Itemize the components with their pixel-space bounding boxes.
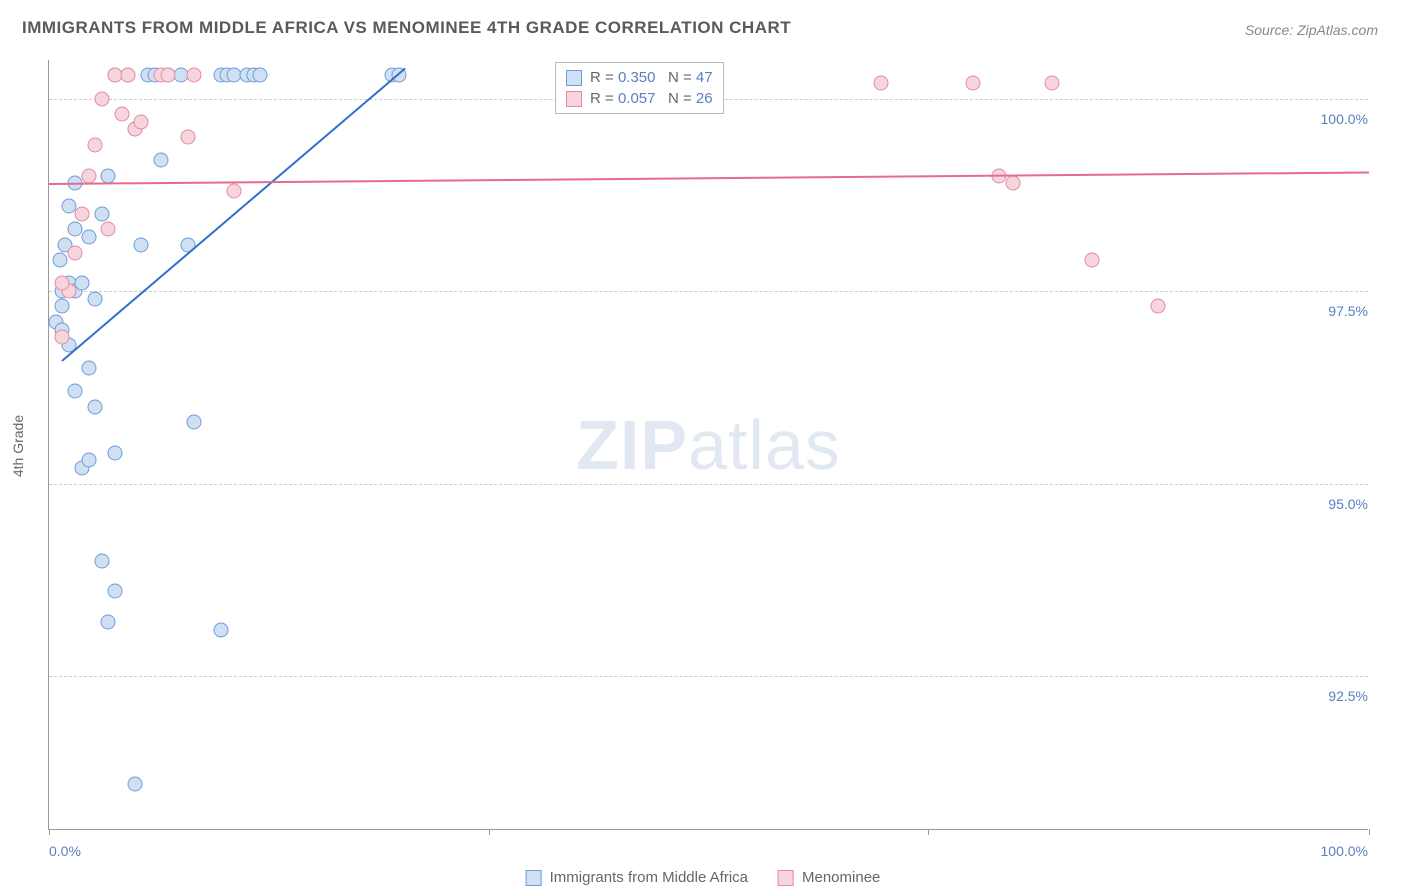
scatter-point: [108, 445, 123, 460]
scatter-point: [81, 453, 96, 468]
legend-swatch: [778, 870, 794, 886]
legend-swatch: [566, 70, 582, 86]
plot-area: ZIPatlas 92.5%95.0%97.5%100.0%0.0%100.0%: [48, 60, 1368, 830]
scatter-point: [180, 130, 195, 145]
legend-stats-row: R = 0.057 N = 26: [566, 88, 713, 109]
scatter-point: [68, 222, 83, 237]
scatter-point: [121, 68, 136, 83]
scatter-point: [108, 584, 123, 599]
scatter-point: [1150, 299, 1165, 314]
y-tick-label: 95.0%: [1326, 496, 1370, 512]
scatter-point: [1084, 253, 1099, 268]
x-axis-max-label: 100.0%: [1321, 843, 1368, 859]
scatter-point: [160, 68, 175, 83]
scatter-point: [88, 137, 103, 152]
chart-title: IMMIGRANTS FROM MIDDLE AFRICA VS MENOMIN…: [22, 18, 791, 38]
scatter-point: [213, 622, 228, 637]
scatter-point: [966, 76, 981, 91]
legend-item: Menominee: [778, 869, 880, 886]
scatter-point: [94, 91, 109, 106]
scatter-point: [253, 68, 268, 83]
y-axis-label: 4th Grade: [10, 415, 26, 477]
scatter-point: [134, 237, 149, 252]
legend-stats-row: R = 0.350 N = 47: [566, 67, 713, 88]
legend-bottom: Immigrants from Middle Africa Menominee: [526, 869, 881, 886]
watermark-bold: ZIP: [576, 406, 688, 484]
scatter-point: [75, 207, 90, 222]
scatter-point: [88, 399, 103, 414]
scatter-point: [94, 553, 109, 568]
scatter-point: [55, 299, 70, 314]
scatter-point: [134, 114, 149, 129]
scatter-point: [187, 414, 202, 429]
scatter-point: [55, 276, 70, 291]
legend-swatch: [566, 91, 582, 107]
legend-item: Immigrants from Middle Africa: [526, 869, 748, 886]
legend-stats: R = 0.350 N = 47 R = 0.057 N = 26: [555, 62, 724, 114]
x-tick: [49, 829, 50, 835]
legend-stats-text: R = 0.350 N = 47: [590, 69, 713, 86]
scatter-point: [81, 168, 96, 183]
scatter-point: [88, 291, 103, 306]
scatter-point: [52, 253, 67, 268]
y-tick-label: 97.5%: [1326, 303, 1370, 319]
y-tick-label: 100.0%: [1319, 111, 1370, 127]
scatter-point: [873, 76, 888, 91]
scatter-point: [1045, 76, 1060, 91]
scatter-point: [68, 245, 83, 260]
scatter-point: [68, 384, 83, 399]
scatter-point: [81, 230, 96, 245]
gridline-h: [49, 484, 1368, 485]
gridline-h: [49, 291, 1368, 292]
scatter-point: [127, 776, 142, 791]
x-tick: [489, 829, 490, 835]
legend-swatch: [526, 870, 542, 886]
watermark: ZIPatlas: [576, 405, 841, 485]
scatter-point: [101, 168, 116, 183]
legend-label: Immigrants from Middle Africa: [550, 869, 748, 886]
scatter-point: [75, 276, 90, 291]
scatter-point: [101, 615, 116, 630]
x-tick: [928, 829, 929, 835]
y-tick-label: 92.5%: [1326, 688, 1370, 704]
x-tick: [1369, 829, 1370, 835]
regression-line: [49, 172, 1369, 186]
x-axis-min-label: 0.0%: [49, 843, 81, 859]
gridline-h: [49, 676, 1368, 677]
scatter-point: [101, 222, 116, 237]
scatter-point: [187, 68, 202, 83]
source-label: Source: ZipAtlas.com: [1245, 22, 1378, 38]
scatter-point: [154, 153, 169, 168]
legend-label: Menominee: [802, 869, 880, 886]
scatter-point: [114, 106, 129, 121]
scatter-point: [94, 207, 109, 222]
scatter-point: [226, 183, 241, 198]
scatter-point: [81, 361, 96, 376]
scatter-point: [1005, 176, 1020, 191]
scatter-point: [55, 330, 70, 345]
watermark-rest: atlas: [688, 406, 841, 484]
legend-stats-text: R = 0.057 N = 26: [590, 90, 713, 107]
